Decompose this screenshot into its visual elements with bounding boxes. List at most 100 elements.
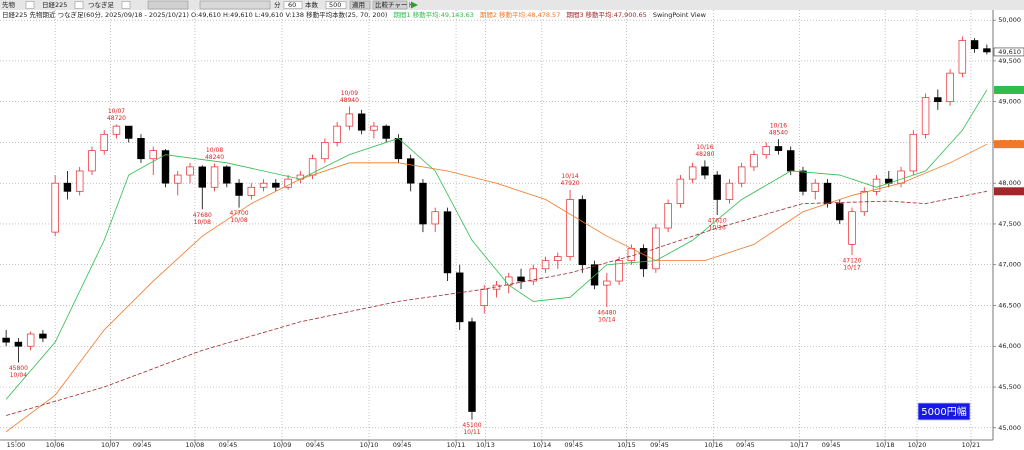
candle-body xyxy=(787,150,795,172)
candle-body xyxy=(382,125,390,139)
candle-body xyxy=(210,166,219,188)
candle-body xyxy=(848,211,856,245)
toolbar-item[interactable]: 日経225 xyxy=(42,0,67,9)
ma-line xyxy=(6,190,987,416)
ma-line xyxy=(5,143,988,433)
button[interactable] xyxy=(372,0,408,10)
toolbar-item[interactable]: つなぎ足 xyxy=(88,0,115,9)
candle-body xyxy=(664,203,672,229)
dropdown[interactable] xyxy=(74,1,84,9)
ma-price-box xyxy=(994,140,1024,149)
candle-body xyxy=(541,260,550,270)
candle-body xyxy=(63,182,72,192)
candle-body xyxy=(799,170,807,192)
candle-body xyxy=(554,256,562,261)
y-tick-label: 49,000 xyxy=(998,98,1021,106)
y-tick-label: 48,000 xyxy=(998,179,1021,187)
x-tick-label: 09:45 xyxy=(306,441,325,449)
candle-body xyxy=(958,40,967,74)
swing-value: 48280 xyxy=(695,151,714,158)
candle-body xyxy=(357,113,366,131)
candle-body xyxy=(198,166,206,188)
y-tick-label: 47,000 xyxy=(998,261,1021,269)
candle-body xyxy=(517,276,525,282)
candle-body xyxy=(149,150,157,160)
swing-date: 10/04 xyxy=(10,372,27,379)
swing-date: 10/16 xyxy=(696,144,713,151)
x-tick-label: 10/14 xyxy=(532,441,551,449)
last-price-box xyxy=(993,47,1024,57)
candle-body xyxy=(836,203,844,221)
candle-body xyxy=(762,146,770,156)
candle-body xyxy=(345,113,354,127)
candle-body xyxy=(627,248,636,261)
toolbar-item[interactable]: 適用 xyxy=(352,0,365,9)
button-group[interactable] xyxy=(199,0,271,10)
button[interactable] xyxy=(349,0,371,10)
candle-body xyxy=(333,125,341,143)
candle-body xyxy=(456,272,464,323)
candle-body xyxy=(725,182,734,200)
candle-body xyxy=(823,182,832,204)
x-tick-label: 10/21 xyxy=(962,441,981,449)
last-price-label: 49,610 xyxy=(998,48,1021,56)
candle-body xyxy=(750,154,758,168)
info-line: 日経225 先物期近 つなぎ足(60分, 2025/09/18 - 2025/1… xyxy=(2,10,707,19)
candle-body xyxy=(14,341,23,347)
x-tick-label: 09:45 xyxy=(650,441,669,449)
x-tick-label: 09:45 xyxy=(219,441,238,449)
x-tick-label: 10/08 xyxy=(186,441,205,449)
candle-body xyxy=(566,199,574,257)
toolbar-item[interactable]: 60 xyxy=(288,1,296,9)
x-tick-label: 09:45 xyxy=(564,441,583,449)
x-tick-label: 09:45 xyxy=(736,441,755,449)
candle-body xyxy=(934,97,942,103)
candle-body xyxy=(247,186,256,196)
x-tick-label: 10/13 xyxy=(476,441,495,449)
x-tick-label: 10/09 xyxy=(273,441,292,449)
candle-body xyxy=(112,125,121,135)
toolbar-item[interactable]: 先物 xyxy=(2,0,16,9)
candle-body xyxy=(590,264,599,286)
candle-body xyxy=(688,166,697,180)
candle-body xyxy=(529,268,537,282)
x-tick-label: 10/18 xyxy=(876,441,895,449)
dropdown[interactable] xyxy=(121,1,131,9)
candle-body xyxy=(186,166,194,176)
candle-body xyxy=(970,40,979,50)
y-tick-label: 45,000 xyxy=(998,424,1021,432)
candle-body xyxy=(921,97,930,135)
candle-body xyxy=(125,125,133,139)
ma-price-box xyxy=(994,187,1024,196)
candle-body xyxy=(370,125,378,131)
ma-line xyxy=(5,89,988,400)
candle-body xyxy=(235,182,243,196)
swing-date: 10/17 xyxy=(843,264,860,271)
candle-body xyxy=(75,170,84,192)
input[interactable] xyxy=(325,1,347,9)
toolbar xyxy=(0,0,1024,10)
swing-date: 10/16 xyxy=(770,123,787,130)
candle-body xyxy=(88,150,96,172)
info-main: 日経225 先物期近 つなぎ足(60分, 2025/09/18 - 2025/1… xyxy=(2,10,387,19)
candle-body xyxy=(811,182,819,192)
x-tick-label: 10/11 xyxy=(447,441,466,449)
candle-body xyxy=(272,182,280,188)
candle-body xyxy=(394,138,403,160)
x-tick-label: 09:45 xyxy=(393,441,412,449)
x-tick-label: 09:45 xyxy=(133,441,152,449)
toolbar-item[interactable]: 比較チャート xyxy=(375,0,414,9)
candle-body xyxy=(909,133,918,172)
candle-body xyxy=(406,158,415,184)
button[interactable] xyxy=(147,0,189,10)
candle-body xyxy=(897,170,905,184)
y-tick-label: 47,500 xyxy=(998,220,1021,228)
dropdown[interactable] xyxy=(25,1,35,9)
legend-entry: 期間1 移動平均:49,143.63 xyxy=(393,10,473,19)
input[interactable] xyxy=(283,1,303,9)
toolbar-item[interactable]: 500 xyxy=(329,1,341,9)
swing-value: 47700 xyxy=(230,210,249,217)
candle-body xyxy=(676,178,685,204)
play-icon[interactable] xyxy=(411,1,418,9)
